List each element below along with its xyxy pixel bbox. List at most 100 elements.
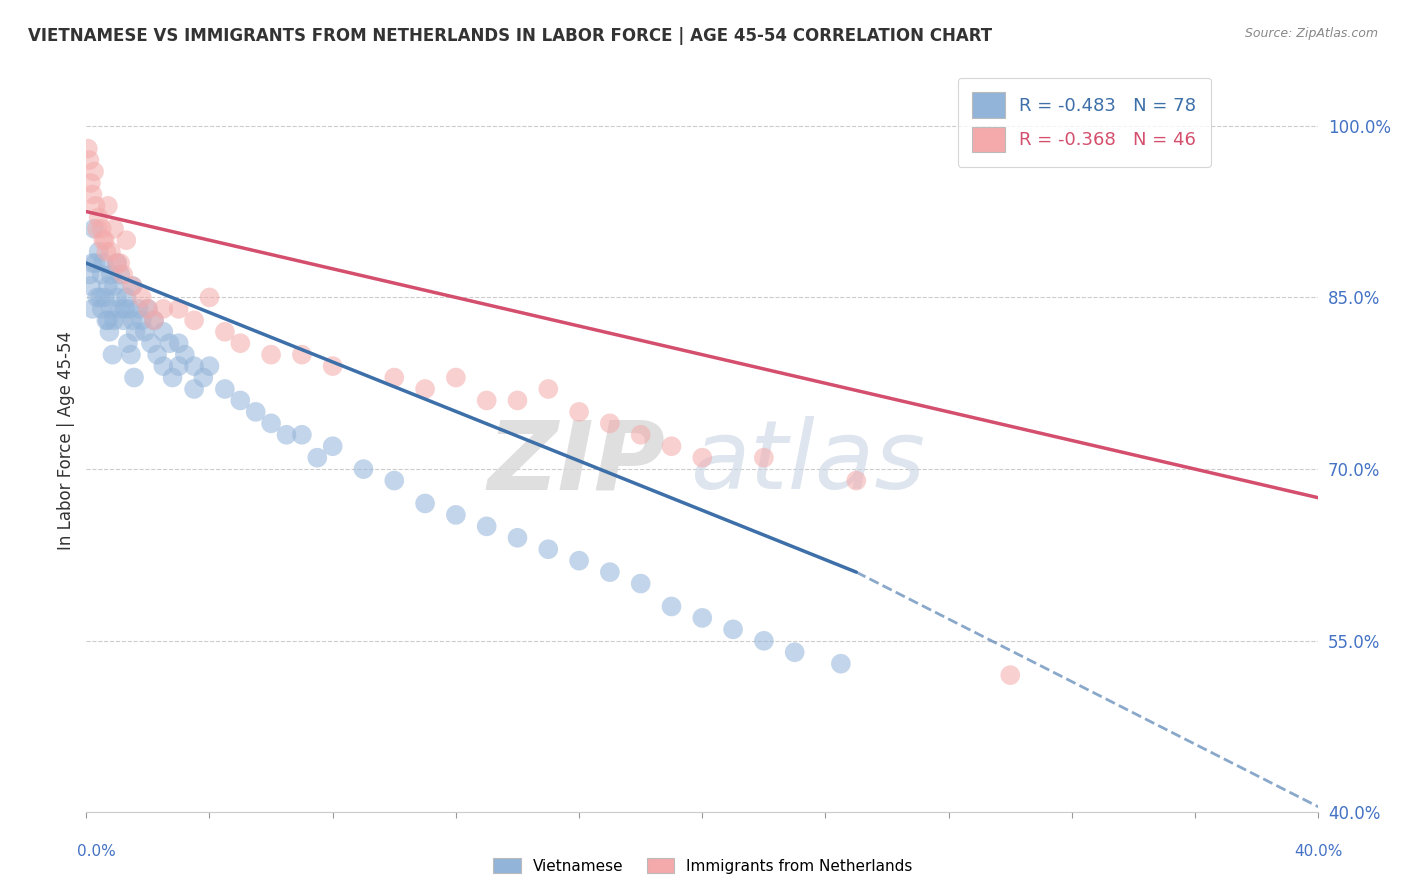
Point (413, 496, 436, 510)
Point (90, 301, 112, 316)
Point (167, 359, 190, 373)
Point (128, 301, 150, 316)
Point (661, 439, 683, 453)
Point (121, 279, 143, 293)
Point (89, 290, 111, 304)
Point (198, 290, 221, 304)
Point (162, 370, 184, 384)
Point (568, 405, 591, 419)
Point (105, 256, 128, 270)
Point (173, 348, 195, 362)
Point (96, 313, 118, 327)
Point (276, 427, 298, 442)
Point (84, 256, 107, 270)
Point (105, 256, 128, 270)
Point (537, 542, 560, 557)
Point (152, 359, 174, 373)
Text: 40.0%: 40.0% (1295, 845, 1343, 859)
Point (80, 279, 103, 293)
Point (86, 290, 108, 304)
Point (783, 645, 806, 659)
Point (103, 313, 125, 327)
Point (94, 290, 117, 304)
Point (100, 301, 122, 316)
Point (120, 348, 142, 362)
Point (322, 439, 344, 453)
Point (136, 301, 159, 316)
Point (193, 370, 215, 384)
Legend: R = -0.483   N = 78, R = -0.368   N = 46: R = -0.483 N = 78, R = -0.368 N = 46 (957, 78, 1211, 167)
Point (115, 290, 138, 304)
Point (444, 508, 467, 522)
Point (413, 382, 436, 396)
Point (136, 301, 159, 316)
Point (83, 221, 105, 235)
Point (183, 382, 205, 396)
Point (82, 301, 104, 316)
Point (108, 268, 131, 282)
Point (475, 393, 498, 408)
Point (139, 336, 162, 351)
Point (721, 623, 744, 637)
Point (131, 290, 153, 304)
Point (94, 233, 117, 247)
Point (630, 427, 652, 442)
Point (229, 336, 252, 351)
Point (121, 279, 143, 293)
Point (108, 301, 131, 316)
Point (167, 301, 190, 316)
Point (146, 348, 169, 362)
Text: Source: ZipAtlas.com: Source: ZipAtlas.com (1244, 27, 1378, 40)
Point (124, 325, 146, 339)
Point (79, 153, 101, 167)
Point (87, 211, 110, 225)
Point (568, 554, 591, 568)
Point (122, 370, 145, 384)
Point (131, 313, 153, 327)
Point (167, 336, 190, 351)
Point (100, 244, 122, 259)
Point (79, 268, 101, 282)
Point (152, 325, 174, 339)
Point (752, 633, 775, 648)
Point (245, 405, 267, 419)
Point (690, 611, 713, 625)
Point (118, 301, 141, 316)
Point (307, 450, 329, 465)
Point (475, 519, 498, 533)
Y-axis label: In Labor Force | Age 45-54: In Labor Force | Age 45-54 (58, 331, 75, 550)
Point (90, 268, 112, 282)
Point (630, 576, 652, 591)
Point (599, 417, 621, 431)
Point (90, 221, 112, 235)
Point (80, 176, 103, 190)
Point (97, 313, 120, 327)
Point (115, 233, 138, 247)
Point (87, 244, 110, 259)
Text: VIETNAMESE VS IMMIGRANTS FROM NETHERLANDS IN LABOR FORCE | AGE 45-54 CORRELATION: VIETNAMESE VS IMMIGRANTS FROM NETHERLAND… (28, 27, 993, 45)
Point (91, 233, 114, 247)
Point (690, 450, 713, 465)
Point (830, 657, 852, 671)
Point (96, 244, 118, 259)
Point (291, 348, 314, 362)
Point (112, 268, 135, 282)
Point (506, 393, 529, 408)
Point (382, 370, 405, 384)
Point (121, 313, 143, 327)
Point (143, 313, 166, 327)
Point (82, 187, 104, 202)
Text: 0.0%: 0.0% (77, 845, 117, 859)
Point (661, 599, 683, 614)
Point (214, 382, 236, 396)
Point (98, 325, 121, 339)
Point (183, 313, 205, 327)
Text: ZIP: ZIP (488, 417, 665, 509)
Point (537, 382, 560, 396)
Point (91, 256, 114, 270)
Point (152, 301, 174, 316)
Point (117, 336, 139, 351)
Point (1000, 668, 1022, 682)
Point (103, 221, 125, 235)
Point (105, 290, 128, 304)
